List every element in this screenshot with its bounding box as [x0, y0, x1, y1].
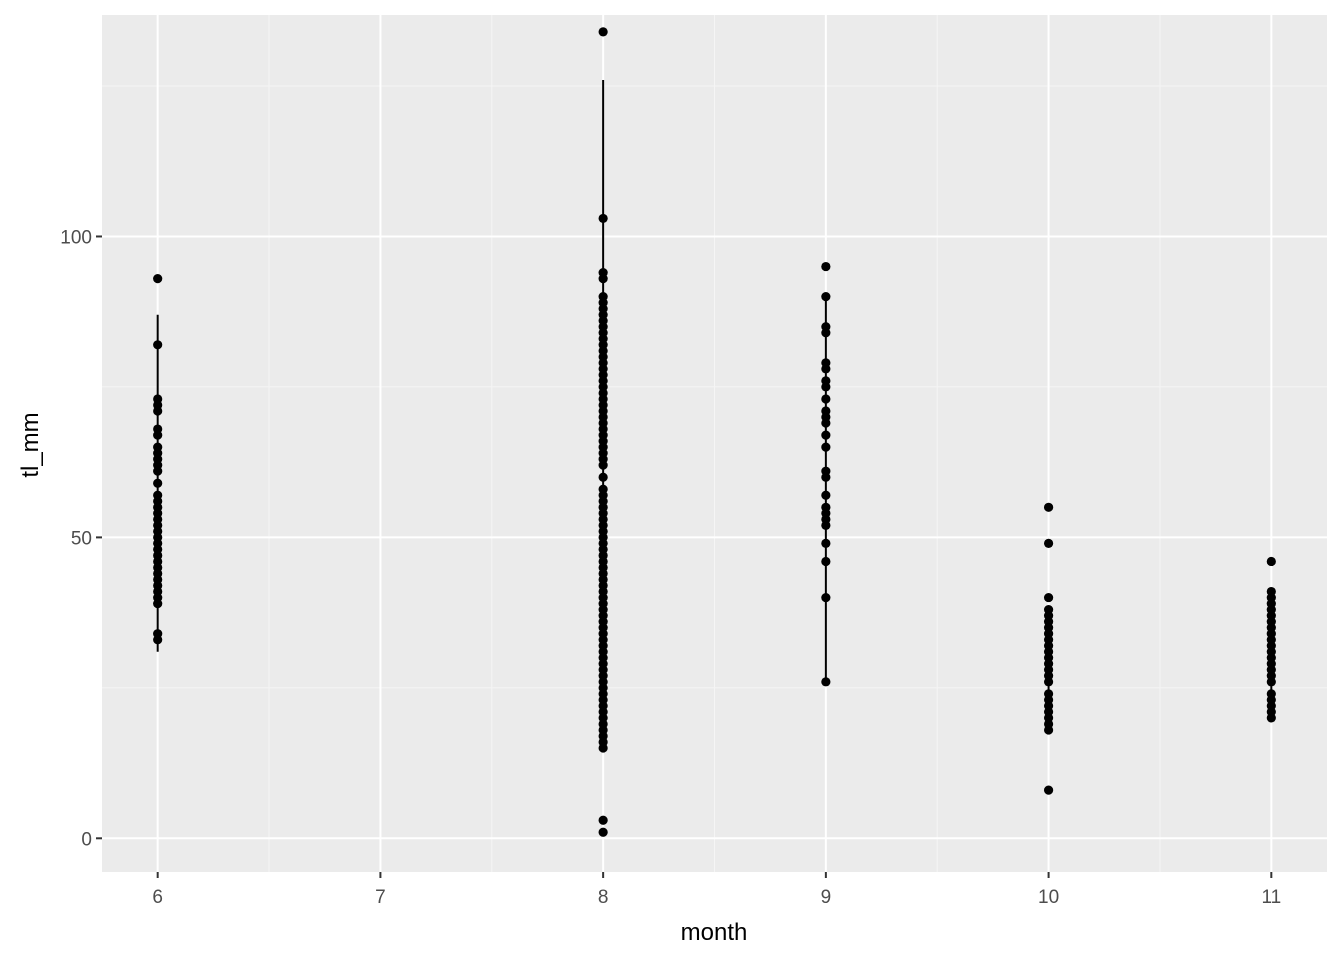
data-point — [1266, 556, 1276, 567]
x-tick-label: 10 — [1038, 887, 1059, 908]
x-axis: 6 7 8 9 10 11 — [152, 872, 1281, 908]
data-point — [1043, 725, 1054, 735]
data-point — [821, 418, 831, 428]
data-point — [1043, 785, 1054, 795]
data-point — [821, 430, 831, 440]
data-point — [821, 364, 831, 374]
data-point — [598, 827, 608, 837]
data-point — [1266, 677, 1276, 687]
data-point — [821, 538, 831, 549]
data-point — [1266, 713, 1276, 723]
data-point — [153, 406, 163, 416]
data-point — [821, 472, 831, 482]
data-point — [821, 328, 831, 338]
data-point — [821, 292, 831, 302]
data-point — [598, 460, 608, 470]
x-tick-label: 9 — [821, 887, 832, 908]
data-point — [153, 635, 163, 645]
y-tick-label: 50 — [71, 528, 92, 549]
data-point — [821, 520, 831, 530]
data-point — [1043, 677, 1054, 687]
data-point — [598, 213, 608, 224]
y-axis-title: tl_mm — [17, 412, 44, 477]
data-point — [153, 273, 163, 284]
x-tick-label: 8 — [598, 887, 609, 908]
data-point — [821, 261, 831, 272]
data-point — [153, 478, 163, 488]
data-point — [821, 382, 831, 392]
data-point — [598, 815, 608, 825]
y-tick-label: 0 — [81, 829, 92, 850]
x-tick-label: 7 — [375, 887, 386, 908]
data-point — [821, 677, 831, 687]
data-point — [1043, 502, 1054, 512]
data-point — [821, 556, 831, 567]
y-tick-label: 100 — [60, 227, 92, 248]
data-point — [1043, 538, 1054, 549]
data-point — [598, 472, 608, 482]
data-points — [153, 27, 1276, 837]
data-point — [153, 340, 163, 350]
x-tick-label: 6 — [152, 887, 163, 908]
data-point — [153, 598, 163, 609]
x-tick-label: 11 — [1261, 887, 1281, 908]
data-point — [598, 27, 608, 37]
data-point — [153, 430, 163, 440]
data-point — [821, 394, 831, 404]
minor-grid — [102, 15, 1327, 872]
data-point — [821, 442, 831, 452]
data-point — [153, 466, 163, 476]
data-point — [821, 592, 831, 603]
data-point — [1043, 592, 1054, 603]
data-point — [598, 273, 608, 284]
x-axis-title: month — [681, 919, 748, 946]
y-axis: 0 50 100 — [60, 227, 102, 850]
data-point — [598, 743, 608, 753]
data-point — [821, 490, 831, 500]
